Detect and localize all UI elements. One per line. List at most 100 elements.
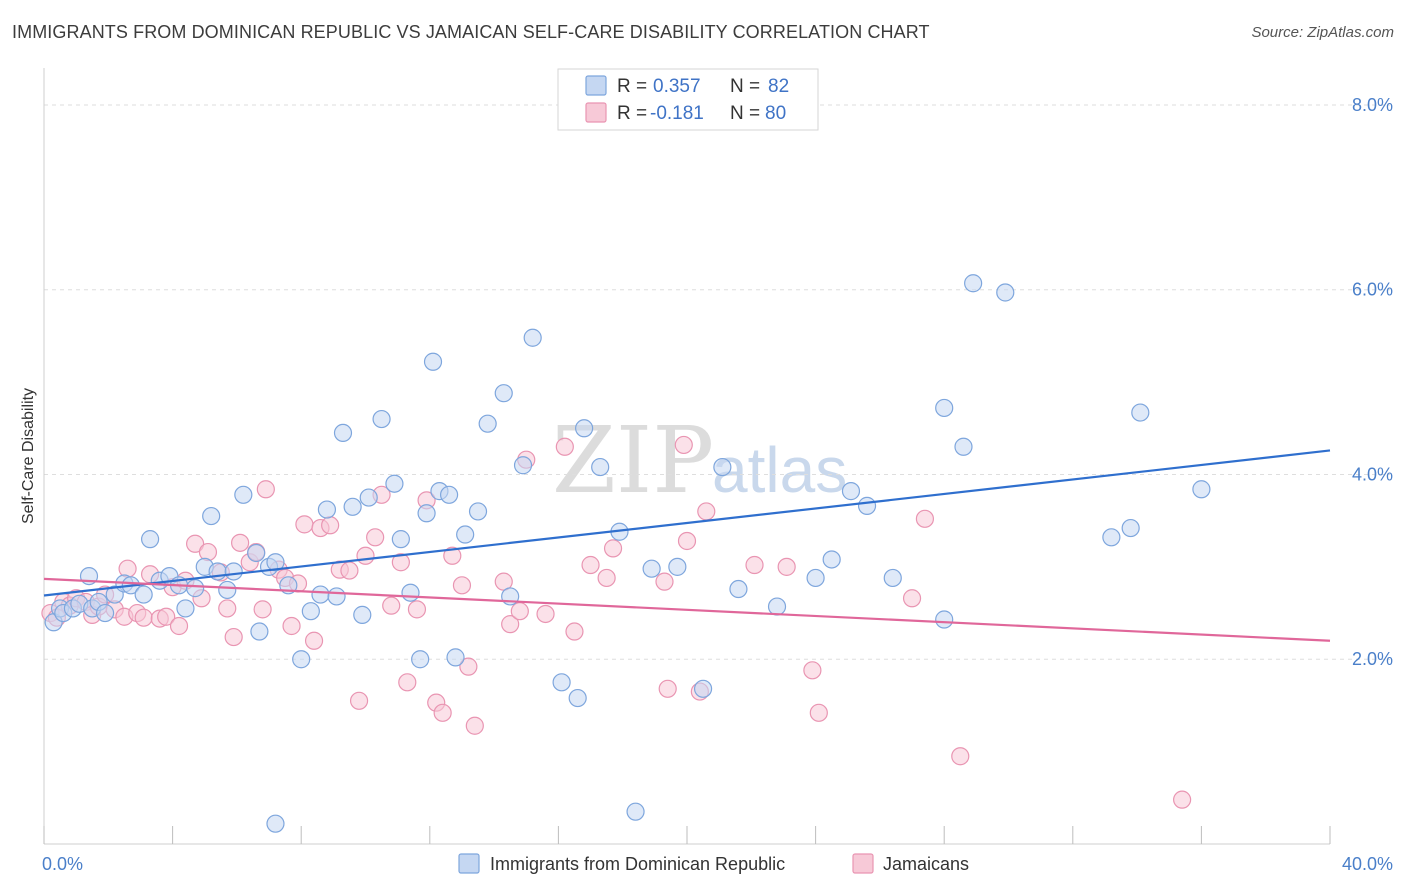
chart-title: IMMIGRANTS FROM DOMINICAN REPUBLIC VS JA… [12,22,930,42]
point-dominican [478,414,497,433]
point-jamaican [459,657,478,676]
point-dominican [439,485,459,504]
point-dominican [1131,403,1150,422]
point-dominican [591,457,610,477]
point-jamaican [366,528,385,547]
correlation-legend: R = 0.357 N = 82 R = -0.181 N = 80 [557,68,819,131]
source-label: Source: ZipAtlas.com [1251,24,1394,41]
legend-r-label-1: R = [617,76,647,97]
point-jamaican [501,615,520,634]
bottom-legend-label-dominican: Immigrants from Dominican Republic [490,854,785,874]
point-jamaican [803,661,822,680]
point-dominican [359,488,378,507]
point-dominican [202,506,221,526]
point-dominican [176,599,195,618]
point-jamaican [555,437,574,456]
point-jamaican [198,542,218,562]
point-jamaican [356,546,375,565]
point-jamaican [465,716,484,735]
legend-n-value-1: 82 [768,76,789,97]
point-dominican [494,384,513,403]
y-tick-label: 8.0% [1352,95,1393,115]
point-jamaican [565,622,584,641]
point-dominican [552,673,571,692]
point-jamaican [433,703,452,722]
point-dominican [311,585,330,604]
point-dominican [292,650,311,669]
point-jamaican [282,616,301,636]
point-dominican [729,579,748,599]
point-jamaican [443,546,462,565]
point-jamaican [186,534,205,553]
point-dominican [250,622,269,641]
point-dominican [446,648,465,667]
point-jamaican [674,435,693,455]
point-dominican [575,419,594,438]
watermark-atlas: atlas [712,434,847,506]
point-dominican [693,679,713,698]
point-dominican [385,474,404,493]
point-jamaican [295,515,314,534]
point-jamaican [231,533,250,552]
x-tick-label-min: 0.0% [42,854,83,874]
y-tick-labels: 2.0% 4.0% 6.0% 8.0% [1352,95,1393,669]
legend-r-value-2: -0.181 [650,103,704,124]
point-jamaican [398,673,417,692]
bottom-legend-swatch-blue [458,853,480,874]
point-dominican [353,605,372,624]
point-jamaican [915,509,935,528]
point-jamaican [340,561,359,580]
point-jamaican [1173,790,1192,809]
series-legend: Immigrants from Dominican Republic Jamai… [458,853,969,874]
point-dominican [964,274,983,293]
point-dominican [883,568,902,588]
point-dominican [134,585,153,604]
point-dominican [996,283,1015,302]
y-tick-label: 2.0% [1352,649,1393,669]
point-jamaican [658,679,677,698]
point-dominican [391,530,410,549]
point-jamaican [134,608,153,627]
y-tick-label: 4.0% [1352,464,1393,484]
point-dominican [1192,480,1211,499]
legend-swatch-blue [585,75,607,96]
point-dominican [1121,518,1140,538]
x-ticks [43,826,1331,844]
point-dominican [713,457,732,477]
point-dominican [327,587,346,606]
point-jamaican [677,531,697,551]
point-dominican [317,500,337,519]
series-dominican-points [44,274,1211,833]
point-jamaican [536,604,555,624]
trend-line-dominican [43,449,1331,597]
point-dominican [806,568,825,588]
legend-n-label-1: N = [730,76,760,97]
point-dominican [456,525,475,544]
point-dominican [186,579,205,598]
point-dominican [523,328,542,347]
point-jamaican [581,555,600,575]
point-dominican [218,580,237,600]
point-jamaican [809,703,828,722]
point-jamaican [655,572,674,591]
trend-lines [43,449,1331,642]
bottom-legend-label-jamaicans: Jamaicans [883,854,969,874]
point-dominican [767,597,787,616]
point-dominican [513,456,533,475]
point-jamaican [597,568,616,588]
point-dominican [423,352,443,371]
point-jamaican [902,589,922,608]
y-axis-title: Self-Care Disability [20,388,37,524]
point-dominican [954,437,973,456]
grid-lines [44,104,1390,660]
point-jamaican [407,600,427,619]
point-dominican [935,610,954,629]
point-dominican [333,423,353,443]
point-dominican [343,497,362,516]
point-jamaican [510,602,529,621]
point-dominican [401,583,420,602]
point-jamaican [603,539,623,558]
point-dominican [841,482,861,501]
point-jamaican [452,576,472,595]
